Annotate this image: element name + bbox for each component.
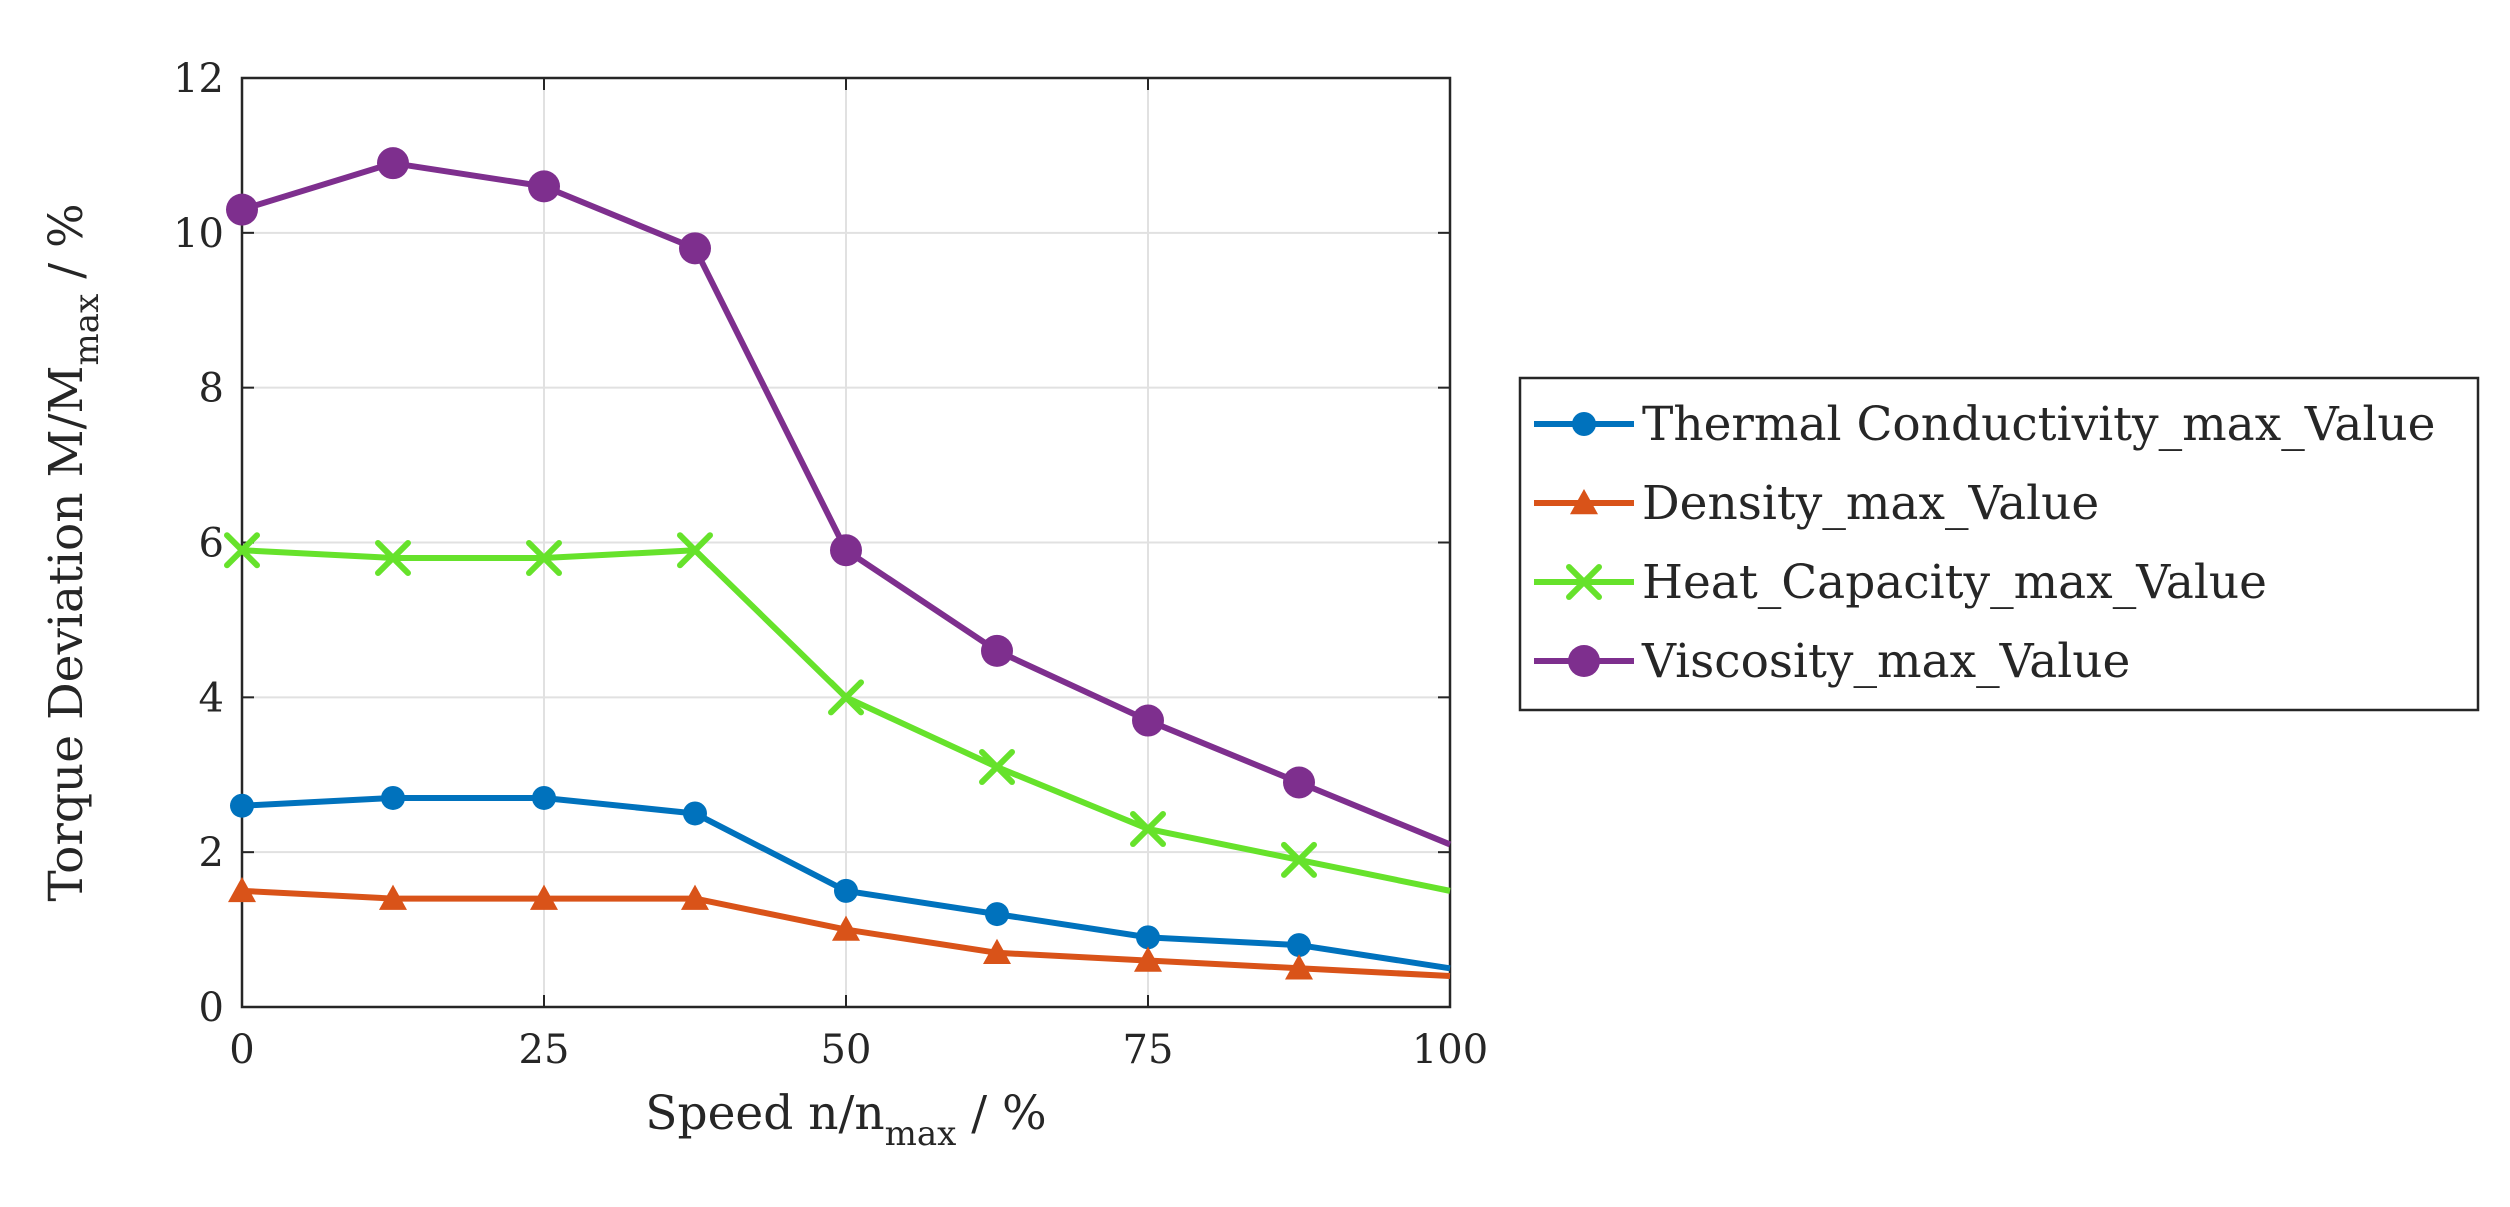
legend-item: Thermal Conductivity_max_Value [1534, 397, 2435, 452]
legend-label: Viscosity_max_Value [1641, 634, 2130, 689]
data-point [532, 785, 556, 810]
data-point [1572, 412, 1596, 436]
data-point [1130, 810, 1166, 847]
data-point [979, 749, 1015, 786]
data-point [526, 539, 562, 576]
axis-ticks: 0 25 50 75 100 0 2 4 6 8 10 12 [173, 56, 1488, 1073]
series-heat-capacity-max-value [224, 532, 1451, 894]
legend-box [1518, 376, 2480, 712]
legend-label: Thermal Conductivity_max_Value [1642, 397, 2435, 452]
x-tick-label: 100 [1412, 1027, 1488, 1073]
y-tick-label: 12 [173, 56, 224, 102]
x-tick-label: 0 [229, 1027, 254, 1073]
data-point [1281, 841, 1317, 878]
data-point [683, 801, 707, 826]
data-point [1132, 704, 1164, 737]
x-axis-label-subscript: max [885, 1114, 957, 1154]
data-point [379, 884, 407, 910]
y-tick-label: 0 [199, 985, 224, 1031]
x-axis-label: Speed n/nmax / % [645, 1086, 1046, 1154]
data-point [834, 878, 858, 903]
x-tick-label: 75 [1123, 1027, 1174, 1073]
data-point [1568, 645, 1600, 677]
legend-item: Density_max_Value [1534, 476, 2099, 531]
data-point [828, 679, 864, 716]
y-tick-label: 2 [199, 830, 224, 876]
x-axis-label-unit: / % [956, 1086, 1046, 1141]
legend-label: Density_max_Value [1642, 476, 2099, 531]
y-axis-label-unit: / % [39, 203, 94, 293]
data-point [830, 534, 862, 567]
data-point [832, 915, 860, 941]
data-point [679, 232, 711, 265]
series-layer [224, 147, 1452, 980]
data-point [230, 793, 254, 818]
y-axis-label: Torque Deviation M/Mmax / % [39, 203, 107, 901]
series-thermal-conductivity-max-value [230, 785, 1451, 972]
y-axis-label-main: Torque Deviation M/M [39, 365, 94, 901]
x-axis-label-main: Speed n/n [645, 1086, 884, 1141]
data-point [1134, 946, 1162, 972]
data-point [981, 634, 1013, 667]
x-tick-label: 50 [821, 1027, 872, 1073]
data-point [224, 532, 260, 569]
data-point [681, 884, 709, 910]
data-point [1283, 766, 1315, 799]
data-point [530, 884, 558, 910]
y-tick-label: 8 [199, 366, 224, 412]
data-point [381, 785, 405, 810]
y-tick-label: 10 [173, 211, 224, 257]
series-density-max-value [228, 876, 1451, 980]
data-point [677, 532, 713, 569]
data-point [1287, 933, 1311, 958]
data-point [1285, 954, 1313, 980]
data-point [375, 539, 411, 576]
data-point [1566, 564, 1602, 600]
data-point [1570, 489, 1598, 515]
data-point [226, 193, 258, 226]
y-tick-label: 4 [199, 675, 224, 721]
data-point [528, 170, 560, 203]
legend: Thermal Conductivity_max_Value Density_ma… [1518, 376, 2480, 712]
x-tick-label: 25 [519, 1027, 570, 1073]
data-point [983, 938, 1011, 965]
data-point [1136, 925, 1160, 950]
data-point [377, 147, 409, 180]
data-point [985, 902, 1009, 927]
y-tick-label: 6 [199, 521, 224, 567]
series-viscosity-max-value [226, 147, 1452, 848]
legend-item: Viscosity_max_Value [1534, 634, 2130, 689]
y-axis-label-subscript: max [67, 294, 107, 366]
legend-item: Heat_Capacity_max_Value [1534, 555, 2267, 610]
legend-label: Heat_Capacity_max_Value [1642, 555, 2267, 610]
data-point [228, 876, 256, 903]
